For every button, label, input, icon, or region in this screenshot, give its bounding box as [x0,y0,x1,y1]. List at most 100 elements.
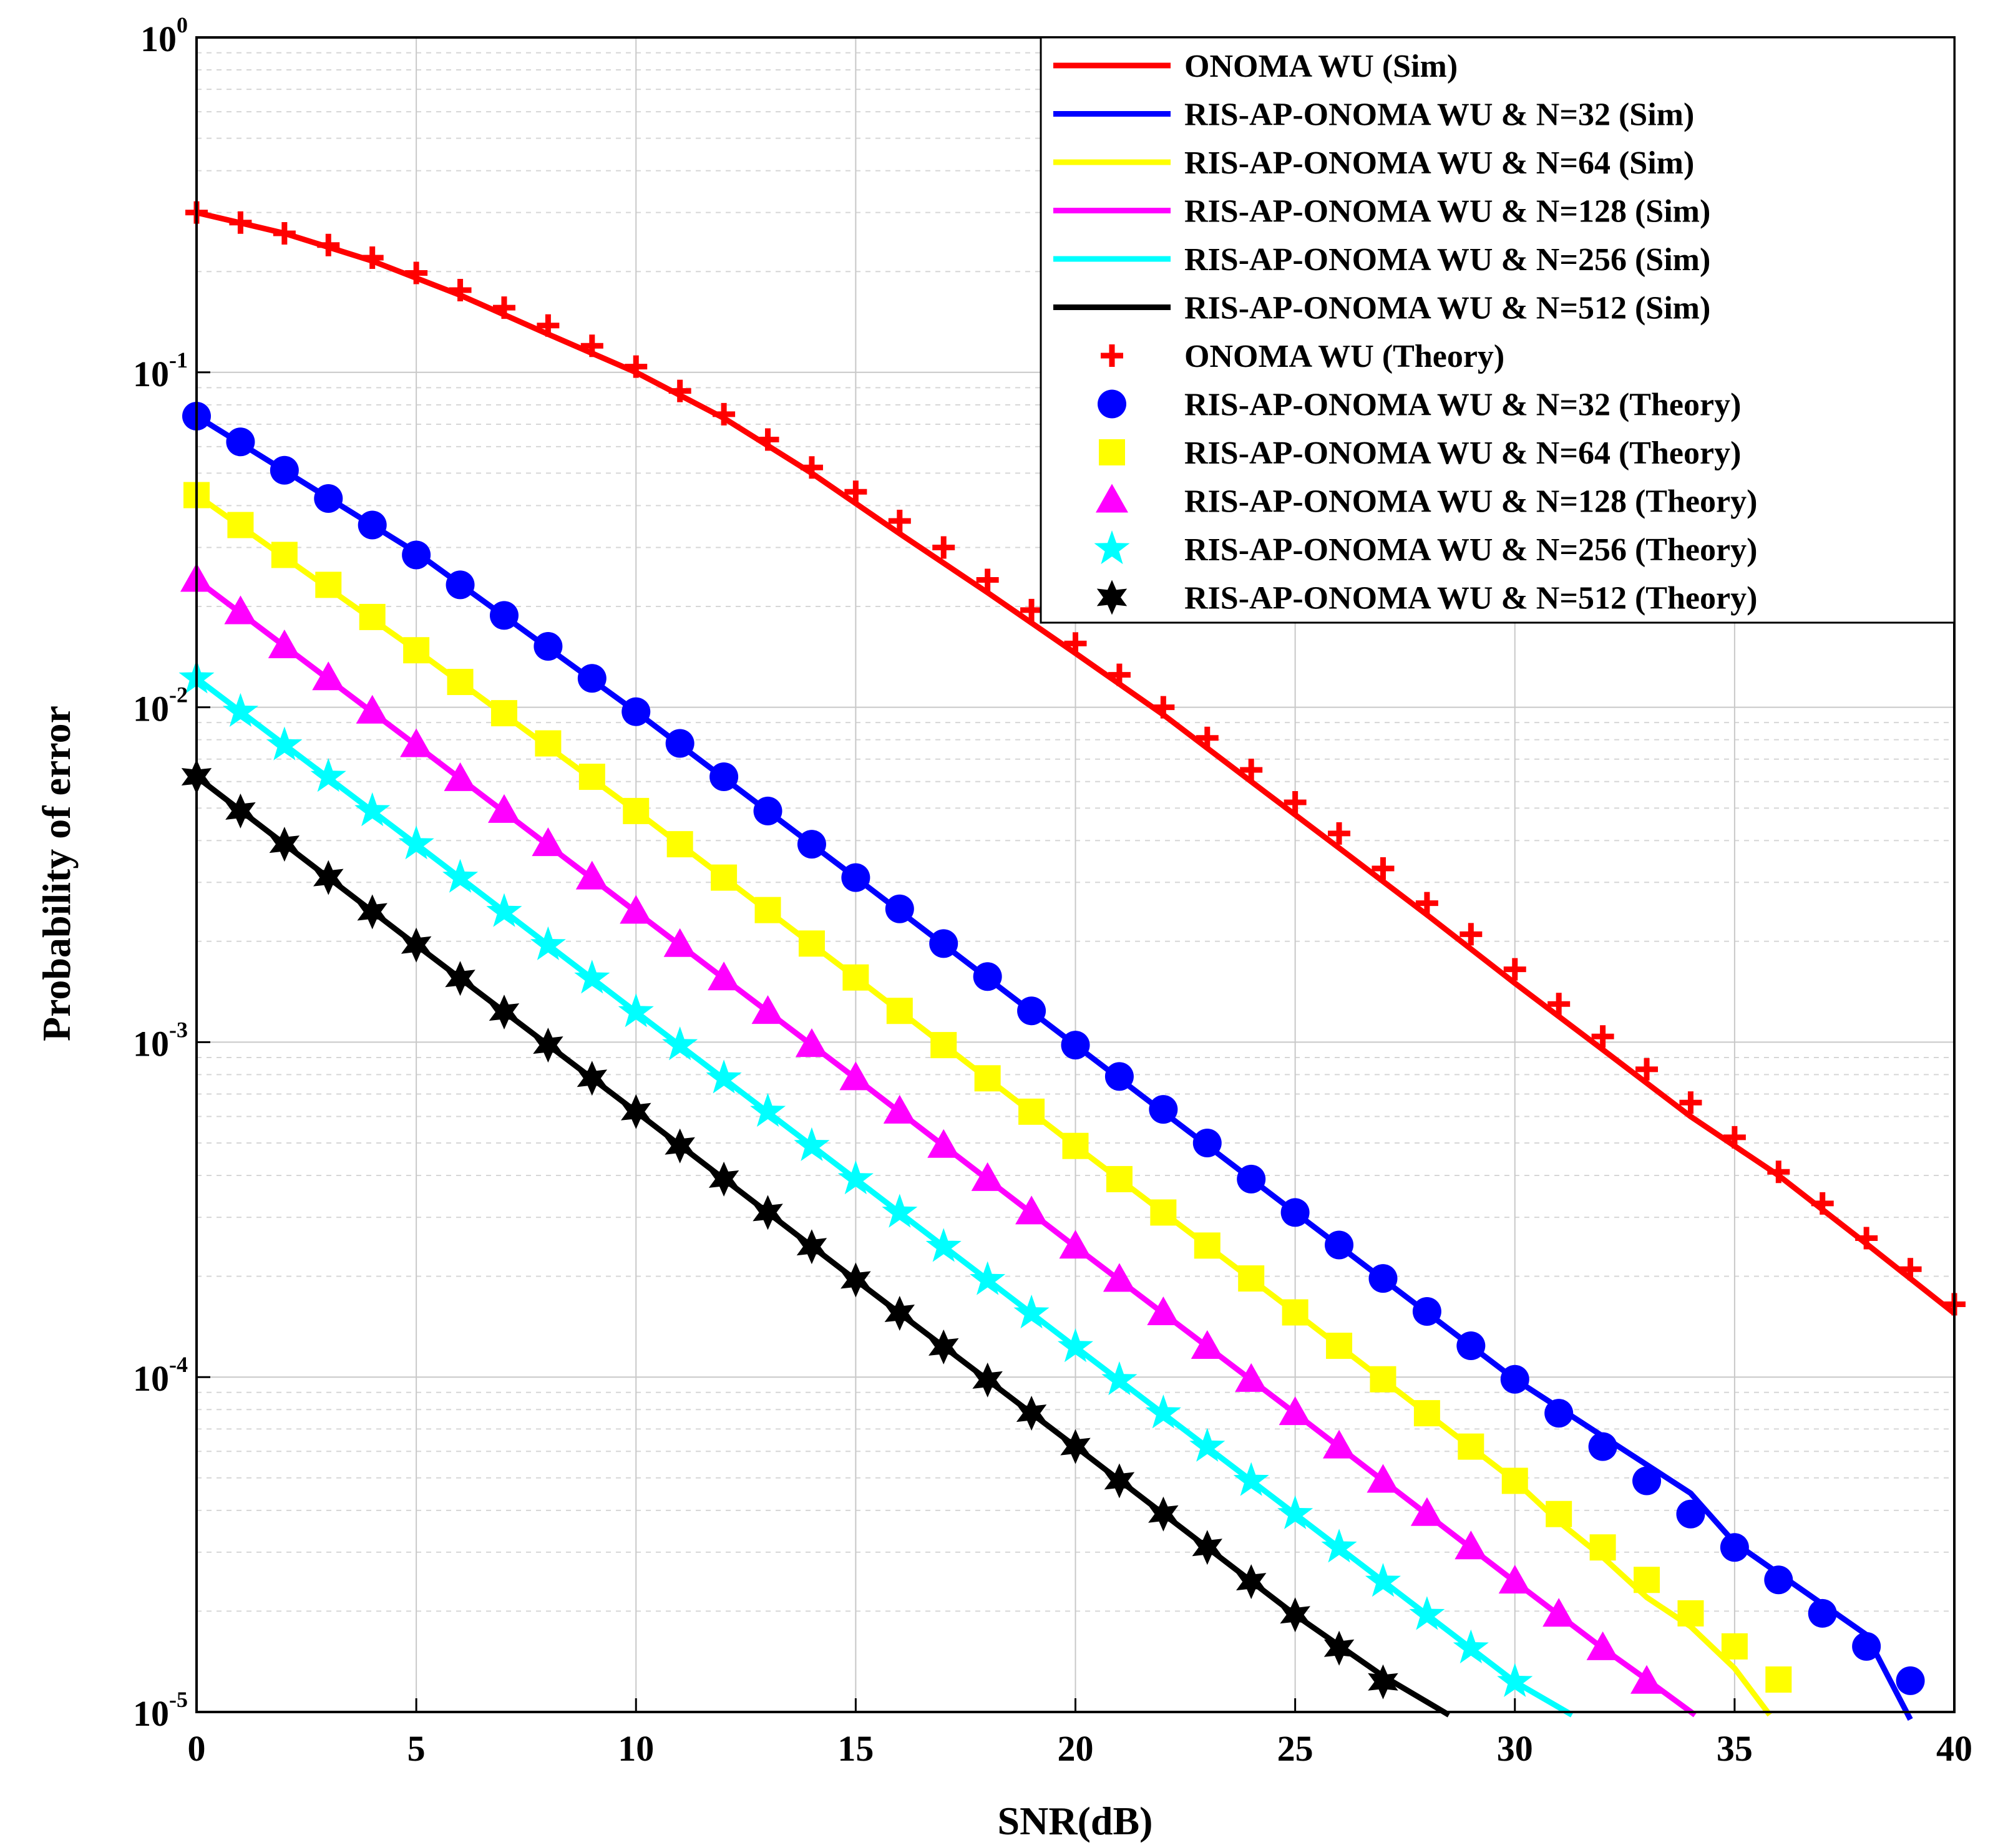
legend-entry: ONOMA WU (Theory) [1101,339,1504,374]
data-point [1017,996,1046,1026]
data-point [222,693,258,727]
data-point [665,1128,695,1164]
data-point [1104,1062,1134,1091]
data-point [1370,1366,1396,1393]
data-point [1103,1263,1136,1292]
data-point [269,827,300,862]
legend-label: RIS-AP-ONOMA WU & N=32 (Sim) [1184,97,1694,133]
data-point [489,995,520,1030]
data-point [663,928,696,957]
data-point [226,427,255,457]
data-point [928,1329,959,1364]
data-point [315,571,342,598]
data-point [1061,1031,1090,1060]
data-point [314,484,343,513]
data-point [1238,1265,1265,1292]
data-point [533,1028,563,1063]
legend-entry: RIS-AP-ONOMA WU & N=64 (Sim) [1053,145,1694,181]
data-point [1325,1230,1354,1260]
data-point [486,893,522,927]
data-point [888,509,911,532]
theory-markers [182,401,1925,1695]
data-point [1058,1328,1093,1363]
data-point [1279,1396,1312,1426]
data-point [1811,1192,1834,1215]
data-point [1062,1132,1089,1159]
data-point [1323,1429,1356,1459]
data-point [972,1362,1003,1398]
legend-entry: RIS-AP-ONOMA WU & N=512 (Theory) [1096,580,1757,616]
data-point [1720,1533,1749,1562]
data-point [1189,1427,1226,1462]
data-point [273,222,296,245]
series-line [195,577,1697,1718]
data-point [930,1032,957,1059]
data-point [927,1129,960,1158]
legend-swatch-marker [1094,530,1130,565]
legend-entry: RIS-AP-ONOMA WU & N=128 (Sim) [1053,194,1710,230]
data-point [1284,791,1307,814]
x-tick-label: 30 [1497,1728,1533,1769]
data-point [1196,726,1219,749]
data-point [1503,958,1526,981]
legend-label: RIS-AP-ONOMA WU & N=128 (Theory) [1184,484,1757,520]
y-tick-label: 10-1 [133,348,188,394]
data-point [1676,1499,1705,1529]
data-point [842,964,869,991]
data-point [532,827,565,857]
data-point [1456,1331,1486,1361]
data-point [1323,1630,1355,1666]
data-point [1896,1666,1925,1695]
data-point [665,729,694,758]
data-point [268,629,301,658]
data-point [1018,1098,1045,1125]
data-point [580,334,603,357]
data-point [882,1194,918,1228]
data-point [1277,1495,1313,1529]
data-point [1321,1529,1357,1563]
data-point [1591,1025,1614,1048]
data-point [1453,1629,1489,1664]
theory-markers [183,482,1792,1693]
data-point [398,825,434,860]
data-point [359,603,386,630]
data-point [1367,1464,1400,1493]
data-point [1233,1462,1269,1496]
data-point [1104,1463,1135,1499]
legend-swatch-marker [1096,484,1128,513]
data-point [1060,1429,1091,1464]
data-point [1852,1632,1881,1661]
data-point [1368,1664,1398,1700]
data-point [711,864,738,891]
data-point [794,1127,830,1161]
legend-entry: RIS-AP-ONOMA WU & N=256 (Theory) [1094,530,1757,568]
data-point [621,1094,651,1129]
data-point [620,895,653,924]
data-point [1415,892,1438,915]
legend-label: ONOMA WU (Theory) [1184,339,1504,374]
data-point [1765,1666,1792,1693]
data-point [534,631,563,661]
data-point [1150,1199,1177,1226]
data-point [1899,1258,1922,1281]
data-point [1586,1631,1619,1660]
y-tick-label: 10-3 [133,1017,188,1064]
data-point [361,246,384,269]
data-point [970,1261,1006,1295]
x-tick-label: 5 [407,1728,426,1769]
data-point [1148,1496,1179,1532]
data-point [444,762,477,791]
legend-entry: RIS-AP-ONOMA WU & N=128 (Theory) [1096,484,1757,520]
data-point [884,1296,915,1331]
data-point [1635,1058,1659,1081]
data-point [1108,663,1131,686]
legend-label: RIS-AP-ONOMA WU & N=256 (Sim) [1184,242,1710,278]
data-point [798,930,825,957]
data-point [666,831,693,858]
data-point [885,894,914,923]
legend-label: RIS-AP-ONOMA WU & N=128 (Sim) [1184,194,1710,230]
x-tick-label: 15 [837,1728,874,1769]
data-point [1542,1598,1576,1627]
data-point [797,830,826,859]
